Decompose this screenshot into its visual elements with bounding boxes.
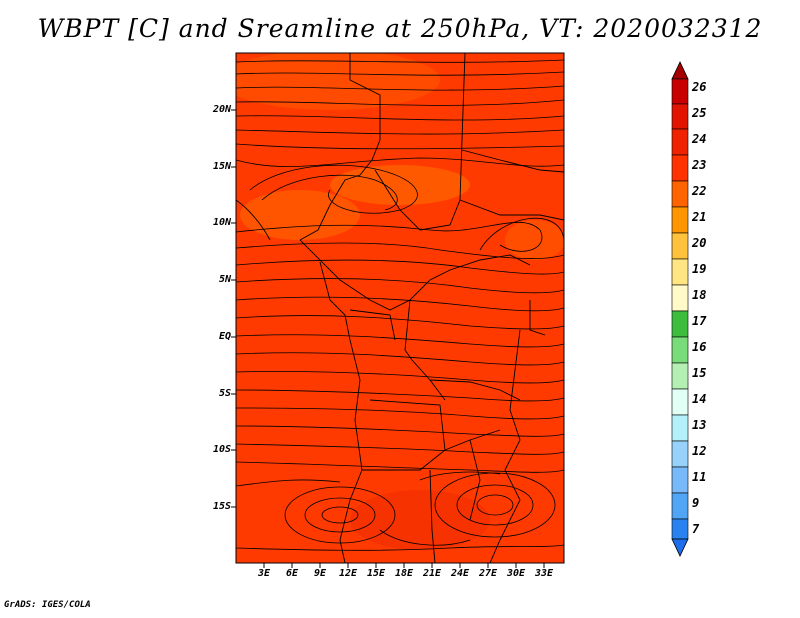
colorbar-label-11: 11 [692,470,707,484]
colorbar-box-3 [671,128,689,156]
colorbar-label-25: 25 [692,106,707,120]
map-frame [235,52,565,564]
lon-label-30e: 30E [506,568,526,579]
shade-patch-sahel [330,165,470,205]
country-borders [236,53,564,563]
colorbar-box-17 [671,492,689,520]
colorbar-label-15: 15 [692,366,707,380]
shade-patch-east [505,220,564,260]
lat-label-10s: 10S [212,444,231,455]
lat-label-5n: 5N [218,274,231,285]
colorbar-box-2 [671,103,689,130]
colorbar-label-20: 20 [692,236,707,250]
colorbar-box-6 [671,206,689,234]
colorbar-label-19: 19 [692,262,707,276]
colorbar-label-21: 21 [692,210,707,224]
lon-label-33e: 33E [534,568,554,579]
shade-patch-south [350,490,490,550]
colorbar-box-5 [671,180,689,208]
lat-label-15n: 15N [212,161,231,172]
lon-label-12e: 12E [338,568,358,579]
colorbar-label-23: 23 [692,158,707,172]
colorbar-label-22: 22 [692,184,707,198]
lon-label-21e: 21E [422,568,442,579]
lon-label-24e: 24E [450,568,470,579]
colorbar-label-17: 17 [692,314,707,328]
lat-label-10n: 10N [212,217,231,228]
lat-label-5s: 5S [218,388,231,399]
colorbar-box-12 [671,362,689,390]
colorbar-box-9 [671,284,689,312]
colorbar-label-14: 14 [692,392,707,406]
colorbar-top-arrow [671,61,689,80]
colorbar-box-8 [671,258,689,286]
colorbar-box-11 [671,336,689,364]
colorbar-label-24: 24 [692,132,707,146]
shade-patch-north [236,53,440,110]
lat-label-eq: EQ [218,331,231,342]
colorbar-label-13: 13 [692,418,707,432]
colorbar-label-18: 18 [692,288,707,302]
shade-patch-west [240,190,360,240]
lon-label-15e: 15E [366,568,386,579]
colorbar-label-26: 26 [692,80,707,94]
colorbar-label-16: 16 [692,340,707,354]
colorbar-box-18 [671,518,689,540]
lat-label-20n: 20N [212,104,231,115]
lat-label-15s: 15S [212,501,231,512]
lon-label-3e: 3E [257,568,271,579]
colorbar-label-7: 7 [692,522,700,536]
lon-label-9e: 9E [313,568,327,579]
lon-label-18e: 18E [394,568,414,579]
colorbar-label-9: 9 [692,496,700,510]
wbpt-field [236,53,564,563]
grads-credit: GrADS: IGES/COLA [4,600,91,610]
colorbar-box-7 [671,232,689,260]
colorbar-label-12: 12 [692,444,707,458]
colorbar-box-10 [671,310,689,338]
colorbar-box-13 [671,388,689,416]
colorbar-box-4 [671,154,689,182]
lon-label-6e: 6E [285,568,299,579]
axis-ticks [231,109,545,568]
colorbar-box-15 [671,440,689,468]
colorbar [671,61,689,557]
map-title: WBPT [C] and Sreamline at 250hPa, VT: 20… [37,14,763,43]
colorbar-box-16 [671,466,689,494]
colorbar-bottom-arrow [671,538,689,557]
colorbar-box-1 [671,78,689,105]
lon-label-27e: 27E [478,568,498,579]
colorbar-box-14 [671,414,689,442]
